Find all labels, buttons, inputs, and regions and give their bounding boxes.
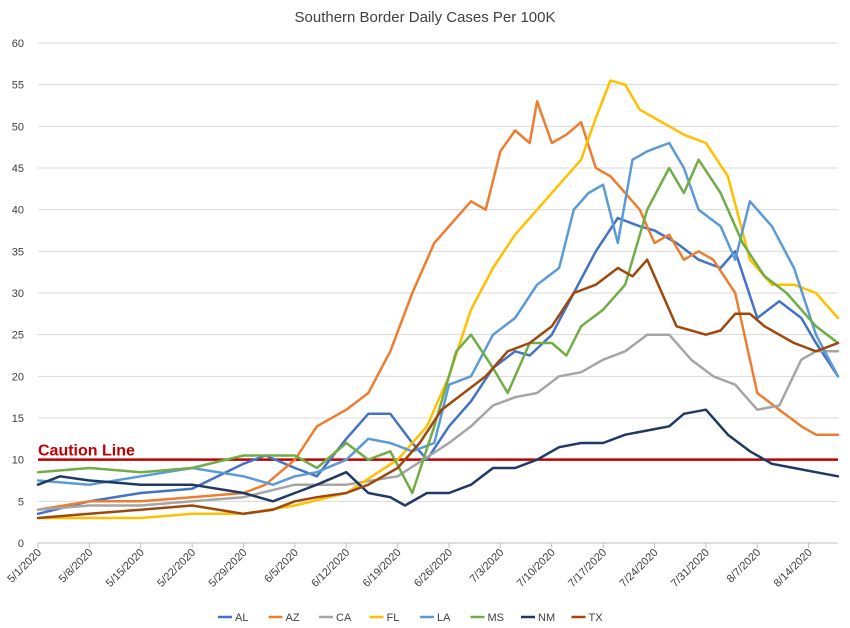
legend-label: AL [235, 612, 248, 624]
y-tick-label: 45 [12, 163, 24, 175]
y-tick-label: 60 [12, 38, 24, 50]
series-line-ca [36, 333, 840, 511]
y-tick-label: 50 [12, 121, 24, 133]
y-tick-label: 55 [12, 80, 24, 92]
series-line-fl [36, 79, 840, 520]
caution-line-group: Caution Line [38, 443, 838, 461]
chart-title: Southern Border Daily Cases Per 100K [295, 9, 556, 26]
legend-label: TX [589, 612, 604, 624]
legend-label: NM [538, 612, 555, 624]
y-tick-label: 20 [12, 371, 24, 383]
y-tick-label: 5 [18, 496, 24, 508]
series-line-la [36, 141, 840, 486]
legend: AL AZ CA FL LA MS NM TX [218, 612, 603, 624]
caution-line-label: Caution Line [38, 443, 135, 460]
y-tick-label: 0 [18, 538, 24, 550]
series-line-az [36, 100, 840, 511]
series-line-nm [36, 408, 840, 507]
series-line-al [36, 216, 840, 516]
y-tick-label: 10 [12, 455, 24, 467]
legend-label: LA [437, 612, 451, 624]
series-line-ms [36, 158, 840, 495]
legend-label: CA [336, 612, 352, 624]
series-line-tx [36, 258, 840, 520]
legend-label: AZ [286, 612, 300, 624]
y-tick-label: 30 [12, 288, 24, 300]
series-lines [36, 79, 840, 520]
y-tick-label: 25 [12, 330, 24, 342]
legend-label: MS [488, 612, 505, 624]
y-tick-label: 40 [12, 205, 24, 217]
legend-label: FL [387, 612, 400, 624]
y-tick-label: 15 [12, 413, 24, 425]
y-axis: 0 5 10 15 20 25 30 35 40 45 50 55 60 [12, 38, 24, 550]
y-tick-label: 35 [12, 246, 24, 258]
